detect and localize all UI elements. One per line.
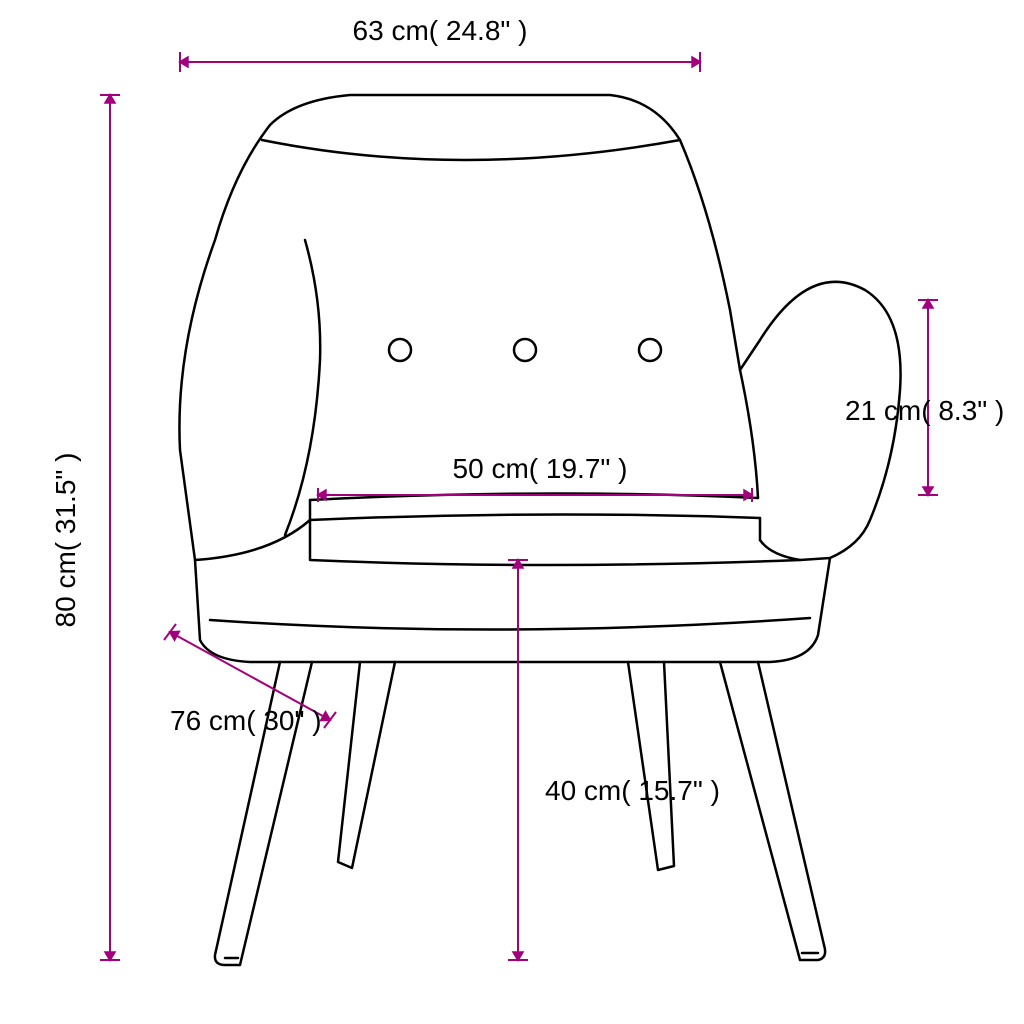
dim-seat-width-label: 50 cm( 19.7" ) bbox=[453, 453, 628, 484]
dim-seat-height: 40 cm( 15.7" ) bbox=[508, 560, 720, 960]
chair-outline bbox=[179, 95, 900, 965]
dim-width: 63 cm( 24.8" ) bbox=[180, 15, 700, 72]
dim-arm-height: 21 cm( 8.3" ) bbox=[845, 300, 1004, 495]
dim-depth: 76 cm( 30" ) bbox=[164, 624, 336, 736]
dimension-annotations: 63 cm( 24.8" ) 80 cm( 31.5" ) 50 cm( 19.… bbox=[50, 15, 1004, 960]
chair-dimension-diagram: 63 cm( 24.8" ) 80 cm( 31.5" ) 50 cm( 19.… bbox=[0, 0, 1024, 1024]
dim-width-label: 63 cm( 24.8" ) bbox=[353, 15, 528, 46]
dim-height-label: 80 cm( 31.5" ) bbox=[50, 453, 81, 628]
dim-seat-height-label: 40 cm( 15.7" ) bbox=[545, 775, 720, 806]
dim-arm-height-label: 21 cm( 8.3" ) bbox=[845, 395, 1004, 426]
dim-depth-label: 76 cm( 30" ) bbox=[170, 705, 322, 736]
dim-height: 80 cm( 31.5" ) bbox=[50, 95, 120, 960]
dim-seat-width: 50 cm( 19.7" ) bbox=[318, 453, 752, 502]
